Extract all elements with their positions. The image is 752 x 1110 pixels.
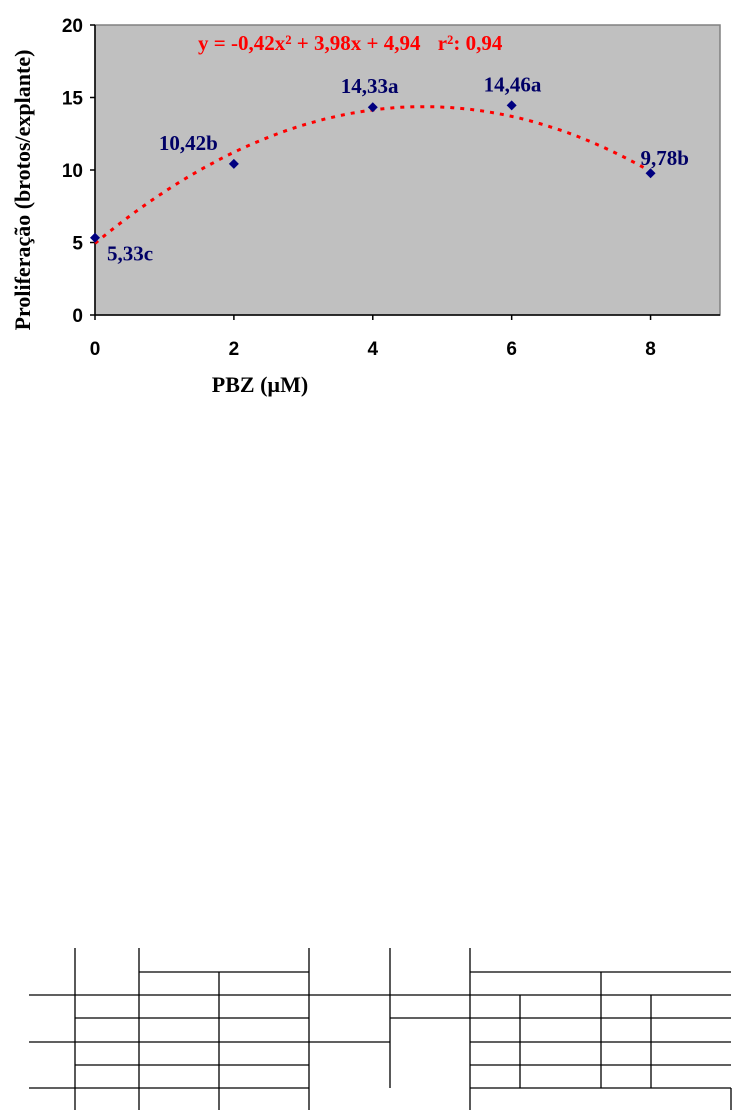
data-label: 9,78b [641, 146, 689, 170]
data-point [367, 102, 378, 113]
x-tick-label: 0 [90, 339, 101, 360]
table-grid [29, 948, 732, 1110]
data-label: 14,46a [484, 72, 542, 96]
x-axis-title: PBZ (µM) [212, 372, 308, 397]
data-label: 14,33a [341, 74, 399, 98]
data-point [506, 100, 517, 111]
y-tick-label: 0 [72, 306, 83, 327]
y-tick-label: 15 [62, 89, 84, 110]
chart: 0 5 10 15 20 0 2 4 6 8 5,33c 10,42b 14,33a 14,46a 9,7… [10, 16, 721, 397]
y-tick-label: 5 [72, 234, 83, 255]
x-tick-label: 2 [229, 339, 240, 360]
y-tick-label: 10 [62, 161, 83, 182]
y-axis-title: Proliferação (brotos/explante) [10, 50, 35, 331]
trendline-equation: y = -0,42x² + 3,98x + 4,94 r²: 0,94 [198, 31, 503, 55]
x-tick-label: 8 [645, 339, 656, 360]
table-horizontal-lines [29, 971, 731, 1089]
data-point [228, 158, 239, 169]
data-label: 5,33c [107, 242, 153, 266]
data-point [90, 232, 100, 243]
x-tick-label: 6 [506, 339, 517, 360]
data-label: 10,42b [159, 131, 218, 155]
x-tick-label: 4 [367, 339, 378, 360]
y-tick-label: 20 [62, 16, 83, 37]
plot-area [94, 24, 721, 316]
data-point [645, 168, 656, 179]
